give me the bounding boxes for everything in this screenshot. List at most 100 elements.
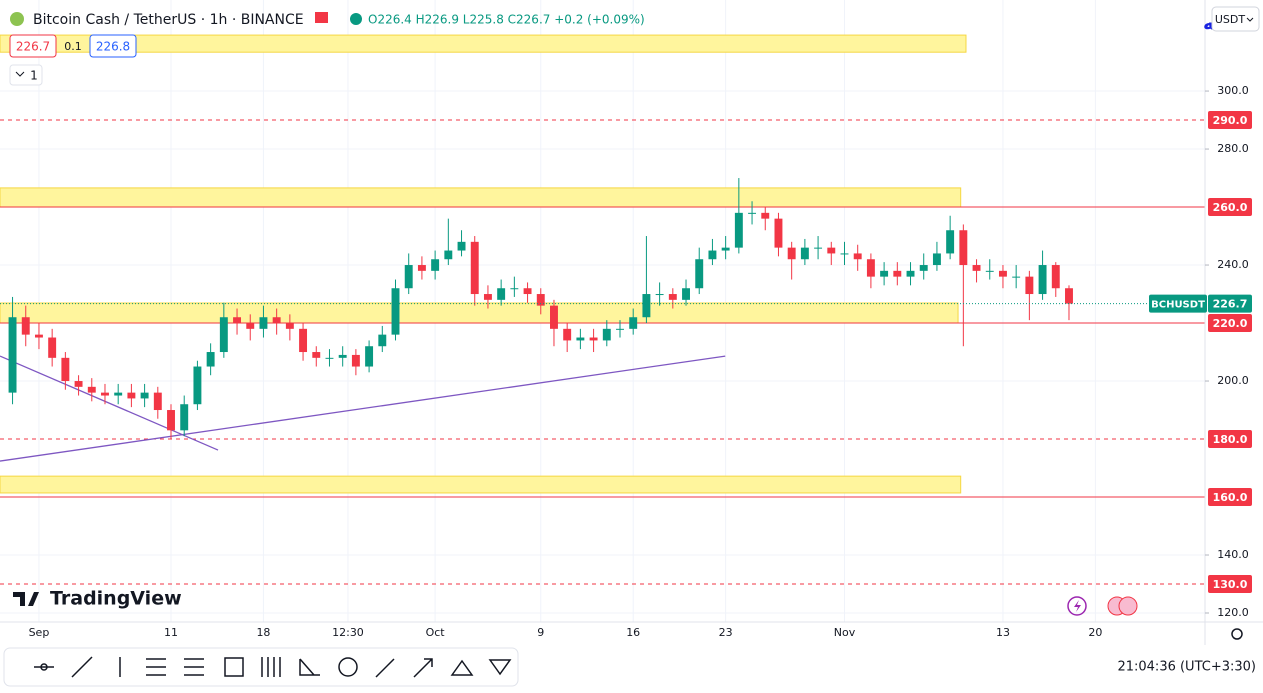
tool-arrow-down[interactable] [488, 659, 512, 676]
candle-body [589, 337, 598, 341]
indicator-toggle[interactable] [9, 64, 43, 86]
drawing-toolbar [3, 647, 519, 687]
tool-gann[interactable] [261, 657, 281, 677]
candle-body [655, 294, 664, 296]
candle-body [616, 328, 624, 330]
currency-select[interactable] [1211, 6, 1260, 32]
x-tick-label: 9 [537, 626, 544, 639]
candle-body [246, 323, 255, 329]
zone [0, 302, 959, 324]
tool-arrow[interactable] [375, 658, 395, 678]
candle-body [48, 337, 57, 358]
candle-body [827, 247, 836, 254]
y-tick-label: 280.0 [1217, 142, 1249, 155]
flash-icon [1074, 600, 1081, 612]
candle-body [153, 392, 162, 411]
candle-body [127, 392, 136, 399]
settings-icon[interactable] [1231, 628, 1243, 640]
candle-body [444, 250, 453, 260]
candle-body [378, 334, 387, 347]
candle-body [734, 212, 743, 248]
candle-body [1051, 265, 1060, 289]
candle-body [774, 218, 783, 248]
candle-body [959, 230, 968, 266]
level-label: 160.0 [1213, 491, 1248, 504]
candle-body [34, 334, 43, 338]
candle-body [748, 212, 757, 214]
candle-body [101, 392, 109, 396]
candle-body [365, 346, 374, 367]
spread: 0.1 [64, 40, 82, 53]
candle-body [21, 317, 30, 335]
symbol[interactable]: Bitcoin Cash / TetherUS · 1h · BINANCE [33, 12, 304, 28]
candle-body [404, 265, 413, 289]
flash-icon[interactable] [1067, 596, 1087, 616]
candle-body [1025, 276, 1034, 295]
candle-body [998, 270, 1007, 277]
level-label-box [1208, 111, 1252, 130]
candle-body [167, 410, 175, 431]
candle-body [906, 270, 915, 277]
candle-body [87, 386, 96, 393]
tool-arrow-marker[interactable] [413, 658, 433, 678]
x-tick-label: 12:30 [332, 626, 364, 639]
brand-logo [13, 592, 39, 606]
x-tick-label: Oct [426, 626, 446, 639]
buy-price[interactable]: 226.8 [96, 40, 130, 54]
candle-body [695, 259, 704, 289]
tool-trend-line[interactable] [71, 656, 93, 678]
candle-body [285, 323, 294, 329]
y-tick-label: 120.0 [1217, 606, 1249, 619]
level-label-box [1208, 430, 1252, 449]
status-dot [350, 13, 362, 25]
candle-body [682, 288, 690, 300]
candle-body [391, 288, 400, 335]
candle-body [602, 328, 611, 341]
x-tick-label: 16 [626, 626, 640, 639]
candle-body [259, 317, 268, 329]
x-tick-label: 13 [996, 626, 1010, 639]
sell-box[interactable] [9, 34, 57, 58]
level-label: 130.0 [1213, 578, 1248, 591]
x-tick-label: Sep [29, 626, 50, 639]
flag-icon[interactable] [315, 12, 328, 23]
tool-rectangle[interactable] [224, 657, 244, 677]
candle-body [787, 247, 796, 260]
x-tick-label: 11 [164, 626, 178, 639]
indicator-count: 1 [30, 69, 38, 83]
sell-price[interactable]: 226.7 [16, 40, 50, 54]
candle-body [893, 270, 902, 277]
level-label-box [1208, 575, 1252, 594]
candle-body [642, 294, 651, 318]
x-tick-label: 20 [1088, 626, 1102, 639]
y-tick-label: 240.0 [1217, 258, 1249, 271]
level-label: 260.0 [1213, 201, 1248, 214]
candle-body [470, 241, 479, 295]
candle-body [708, 250, 717, 260]
candle-body [866, 259, 875, 277]
candle-body [497, 288, 506, 300]
event-icon[interactable] [1118, 596, 1138, 616]
candle-body [985, 270, 994, 272]
candle-body [536, 294, 545, 306]
symbol-label-box [1149, 294, 1207, 313]
level-label: 290.0 [1213, 114, 1248, 127]
currency[interactable]: USDT [1215, 13, 1246, 26]
tool-pattern[interactable] [299, 658, 320, 676]
zone [0, 34, 967, 53]
candle-body [840, 253, 849, 255]
buy-box[interactable] [89, 34, 137, 58]
tool-circle[interactable] [338, 657, 358, 677]
tool-fib[interactable] [184, 658, 204, 676]
candle-body [880, 270, 889, 277]
y-tick-label: 200.0 [1217, 374, 1249, 387]
tool-arrow-up[interactable] [450, 659, 474, 676]
candle-body [668, 294, 677, 300]
candle-body [61, 357, 70, 382]
last-price: 226.7 [1213, 298, 1248, 311]
tool-horizontal-ray[interactable] [34, 663, 54, 671]
tool-parallel-channel[interactable] [146, 658, 166, 676]
